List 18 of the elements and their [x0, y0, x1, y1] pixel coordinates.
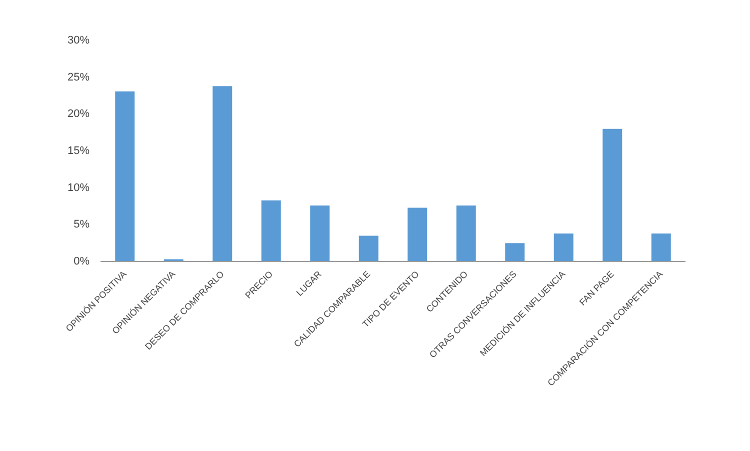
y-tick-label: 15% — [67, 145, 90, 157]
bar — [602, 128, 622, 262]
bar — [408, 208, 428, 262]
bar — [505, 243, 525, 262]
bar — [456, 206, 476, 262]
bar — [310, 206, 330, 262]
y-tick-label: 0% — [74, 256, 90, 268]
bar — [261, 200, 281, 262]
bar — [554, 234, 574, 262]
bar — [358, 236, 378, 262]
y-tick-label: 25% — [67, 71, 90, 84]
bar — [115, 91, 135, 262]
bar — [212, 86, 232, 262]
y-tick-label: 5% — [74, 218, 90, 231]
bar — [651, 234, 671, 262]
y-tick-label: 20% — [67, 108, 90, 120]
y-tick-label: 30% — [67, 34, 90, 46]
y-tick-label: 10% — [67, 182, 90, 194]
